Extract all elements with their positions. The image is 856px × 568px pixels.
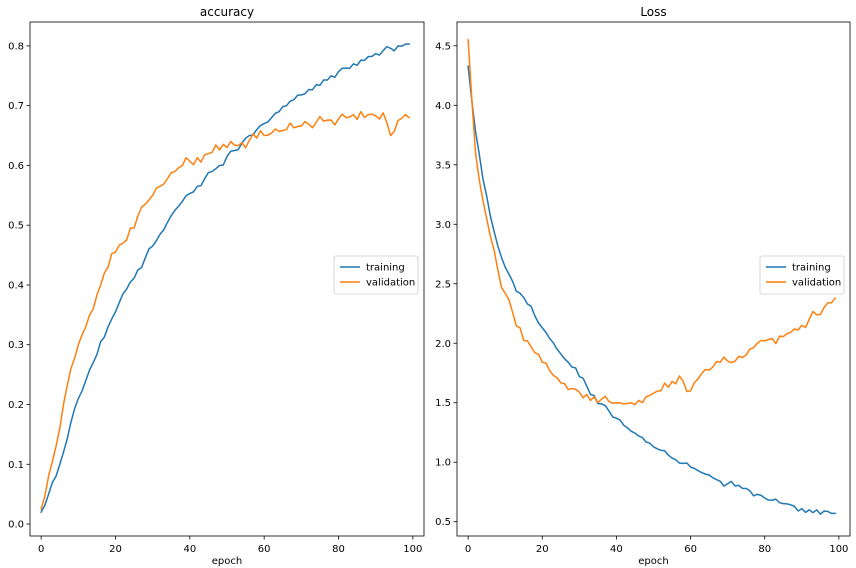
loss-ytick-label-3.5: 3.5 — [435, 160, 451, 171]
loss-xtick-label-100: 100 — [829, 544, 848, 555]
accuracy-ytick-label-0.4: 0.4 — [8, 280, 24, 291]
loss-title: Loss — [640, 5, 666, 19]
loss-legend: training validation — [759, 255, 845, 295]
loss-series-training-line — [467, 65, 836, 515]
loss-ytick-label-1.5: 1.5 — [435, 398, 451, 409]
accuracy-ytick-label-0: 0.0 — [8, 520, 24, 531]
loss-xtick-label-0: 0 — [465, 544, 471, 555]
loss-xlabel: epoch — [638, 556, 668, 567]
loss-xtick-label-40: 40 — [610, 544, 623, 555]
accuracy-xtick-label-40: 40 — [183, 544, 196, 555]
accuracy-legend: training validation — [333, 255, 419, 295]
loss-xtick-label-60: 60 — [684, 544, 697, 555]
accuracy-xtick-label-0: 0 — [38, 544, 44, 555]
loss-ytick-label-4.5: 4.5 — [435, 41, 451, 52]
loss-ytick-label-2.5: 2.5 — [435, 279, 451, 290]
loss-axes-frame — [456, 21, 851, 537]
loss-series-validation-line — [467, 39, 837, 406]
accuracy-legend-label-validation: validation — [366, 278, 415, 289]
accuracy-xtick-label-60: 60 — [258, 544, 271, 555]
accuracy-series-validation-line — [40, 110, 411, 511]
loss-legend-box — [759, 255, 845, 295]
accuracy-ytick-label-0.6: 0.6 — [8, 161, 24, 172]
accuracy-ytick-label-0.8: 0.8 — [8, 41, 24, 52]
accuracy-series-training-line — [40, 43, 410, 514]
accuracy-ytick-label-0.3: 0.3 — [8, 340, 24, 351]
accuracy-ytick-label-0.1: 0.1 — [8, 460, 24, 471]
loss-ytick-label-4: 4.0 — [435, 101, 451, 112]
accuracy-xtick-label-20: 20 — [109, 544, 122, 555]
accuracy-xtick-label-80: 80 — [332, 544, 345, 555]
accuracy-xtick-label-100: 100 — [403, 544, 422, 555]
loss-ytick-label-0.5: 0.5 — [435, 517, 451, 528]
loss-ytick-label-3: 3.0 — [435, 220, 451, 231]
loss-legend-label-validation: validation — [792, 278, 841, 289]
accuracy-title: accuracy — [200, 5, 254, 19]
accuracy-ytick-label-0.5: 0.5 — [8, 221, 24, 232]
accuracy-xlabel: epoch — [212, 556, 242, 567]
accuracy-ytick-label-0.2: 0.2 — [8, 400, 24, 411]
loss-xtick-label-80: 80 — [758, 544, 771, 555]
accuracy-axes-frame — [29, 21, 425, 537]
loss-legend-label-training: training — [792, 263, 831, 274]
accuracy-legend-box — [333, 255, 419, 295]
accuracy-panel: accuracy 0 20 40 60 80 100 0.0 0.1 0.2 0.3 0.4 0.5 0.… — [8, 5, 425, 567]
loss-xtick-label-20: 20 — [536, 544, 549, 555]
loss-ytick-label-1: 1.0 — [435, 458, 451, 469]
loss-panel: Loss 0 20 40 60 80 100 0.5 1.0 1.5 2.0 2.5 3.0 3.5 4.0… — [435, 5, 851, 567]
accuracy-legend-label-training: training — [366, 263, 405, 274]
accuracy-ytick-label-0.7: 0.7 — [8, 101, 24, 112]
loss-ytick-label-2: 2.0 — [435, 339, 451, 350]
